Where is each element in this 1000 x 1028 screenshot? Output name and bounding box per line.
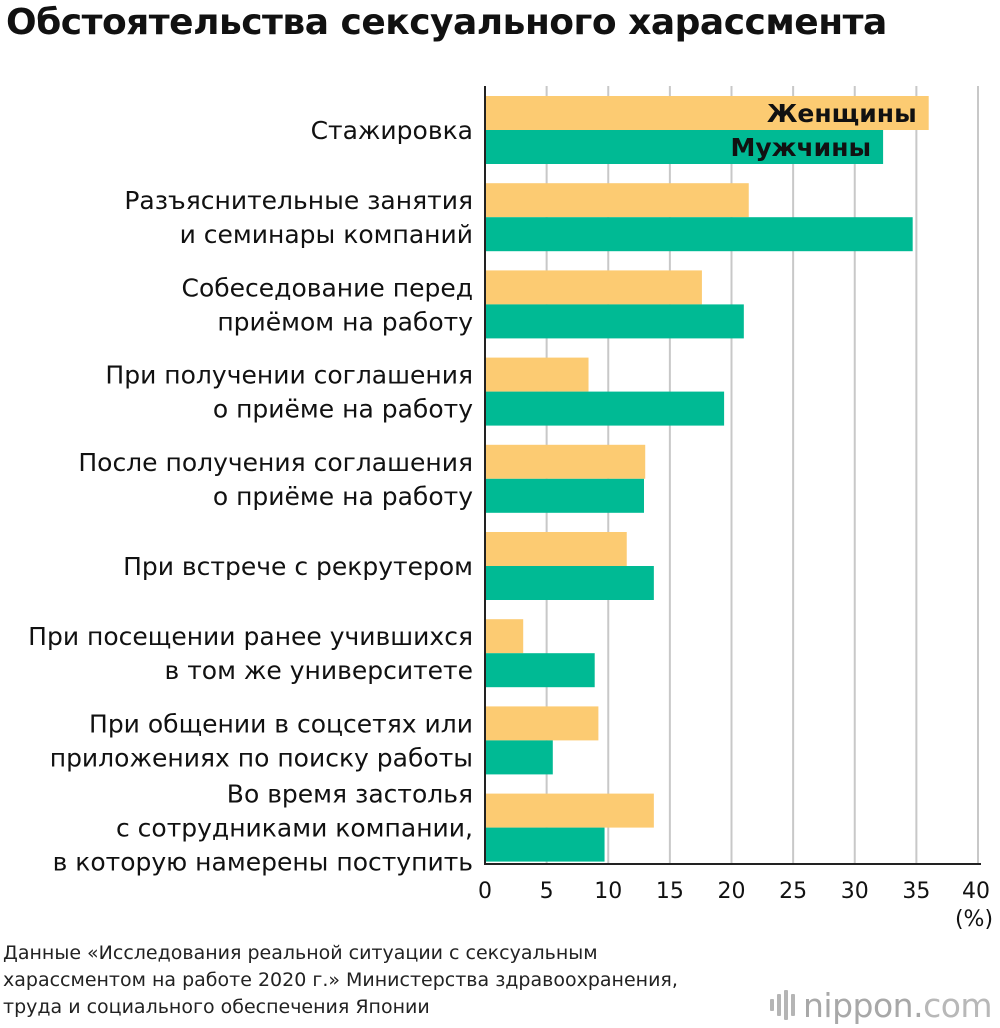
x-tick-label: 40 — [962, 879, 990, 904]
source-line: Данные «Исследования реальной ситуации с… — [3, 942, 598, 964]
x-tick-label: 35 — [902, 879, 930, 904]
bar-women — [485, 96, 929, 130]
category-label-line: приёмом на работу — [217, 307, 473, 336]
bar-men — [485, 478, 644, 513]
bar-women — [485, 357, 589, 392]
x-tick-label: 30 — [841, 879, 869, 904]
category-label-line: Во время застолья — [227, 780, 473, 809]
bar-men — [485, 566, 654, 600]
logo-suffix: com — [923, 985, 993, 1025]
bar-women — [485, 270, 702, 305]
category-label-line: Разъяснительные занятия — [124, 186, 473, 215]
bar-men — [485, 304, 744, 339]
bar-men — [485, 217, 913, 252]
x-unit-label: (%) — [955, 907, 993, 932]
bar-women — [485, 619, 524, 654]
bar-men — [485, 391, 725, 426]
x-tick-label: 0 — [478, 879, 492, 904]
source-note: Данные «Исследования реальной ситуации с… — [3, 940, 803, 1021]
legend-label-women: Женщины — [767, 99, 917, 128]
category-label: Разъяснительные занятия и семинары компан… — [124, 186, 473, 249]
bar-men — [485, 827, 605, 862]
category-label-line: в том же университете — [165, 656, 473, 685]
bar-men — [485, 740, 553, 775]
x-tick-label: 25 — [779, 879, 807, 904]
legend-label-men: Мужчины — [730, 133, 871, 162]
logo-dot: . — [913, 985, 924, 1025]
x-tick-label: 10 — [594, 879, 622, 904]
bar-women — [485, 444, 646, 479]
category-label: При получении соглашения о приёме на рабо… — [105, 361, 473, 424]
category-label-line: При общении в соцсетях или — [89, 709, 473, 738]
x-axis: 0 5 10 15 20 25 30 35 40 (%) — [478, 86, 993, 932]
chart-title: Обстоятельства сексуального харассмента — [6, 2, 887, 43]
category-label-line: с сотрудниками компании, — [116, 814, 473, 843]
category-label-line: и семинары компаний — [180, 220, 473, 249]
category-label-line: После получения соглашения — [78, 448, 473, 477]
category-label-line: о приёме на работу — [213, 395, 473, 424]
category-label-line: в которую намерены поступить — [53, 848, 473, 877]
bar-men — [485, 130, 884, 164]
category-label: Собеседование перед приёмом на работу — [182, 273, 474, 336]
source-line: труда и социального обеспечения Японии — [3, 996, 430, 1018]
category-label: Стажировка — [311, 116, 473, 145]
nippon-logo: nippon.com — [770, 985, 993, 1025]
bars — [485, 96, 929, 862]
bar-women — [485, 183, 749, 218]
bar-women — [485, 706, 599, 741]
bar-women — [485, 532, 627, 566]
category-label-line: Стажировка — [311, 116, 473, 145]
category-labels: Стажировка Разъяснительные занятия и семин… — [28, 116, 473, 877]
category-label: При встрече с рекрутером — [123, 552, 473, 581]
bar-men — [485, 653, 595, 688]
logo-main: nippon — [803, 985, 914, 1025]
source-line: харассментом на работе 2020 г.» Министер… — [3, 969, 678, 991]
logo-bars-icon — [770, 990, 795, 1020]
x-tick-label: 20 — [718, 879, 746, 904]
bar-chart: 0 5 10 15 20 25 30 35 40 (%) Стажировка Разъясните… — [28, 86, 993, 932]
bar-women — [485, 793, 654, 828]
category-label-line: приложениях по поиску работы — [50, 743, 473, 772]
category-label-line: При встрече с рекрутером — [123, 552, 473, 581]
logo-text: nippon.com — [803, 985, 993, 1025]
category-label-line: Собеседование перед — [182, 273, 474, 302]
category-label: Во время застолья с сотрудниками компании… — [53, 780, 473, 877]
x-tick-label: 5 — [540, 879, 554, 904]
x-tick-label: 15 — [656, 879, 684, 904]
category-label-line: При посещении ранее учившихся — [28, 622, 473, 651]
category-label: После получения соглашения о приёме на ра… — [78, 448, 473, 511]
category-label: При посещении ранее учившихся в том же ун… — [28, 622, 473, 685]
category-label-line: о приёме на работу — [213, 482, 473, 511]
legend: Женщины Мужчины — [730, 99, 916, 162]
category-label: При общении в соцсетях или приложениях по… — [50, 709, 473, 772]
category-label-line: При получении соглашения — [105, 361, 473, 390]
